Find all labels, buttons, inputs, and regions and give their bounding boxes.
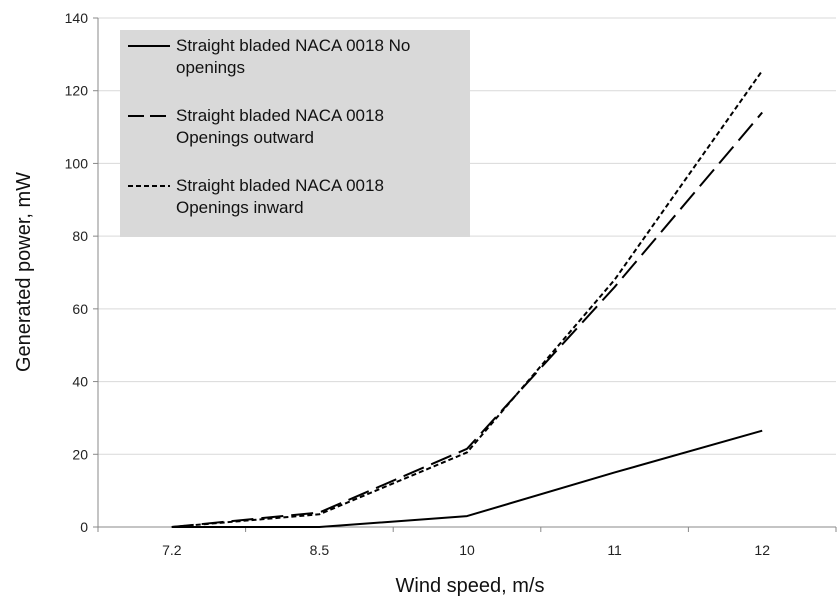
- legend-label: Straight bladed NACA 0018 Openings outwar…: [176, 106, 384, 147]
- legend-label: Straight bladed NACA 0018 No openings: [176, 36, 410, 77]
- x-tick-label: 8.5: [310, 542, 330, 558]
- y-tick-label: 20: [72, 446, 88, 462]
- x-tick-labels: 7.2 8.5 10 11 12: [162, 542, 770, 558]
- y-tick-label: 0: [80, 519, 88, 535]
- legend: Straight bladed NACA 0018 No openings Stra…: [120, 30, 470, 237]
- series-line-3: [171, 70, 764, 528]
- legend-label: Straight bladed NACA 0018 Openings inward: [176, 176, 384, 217]
- y-tick-label: 80: [72, 228, 88, 244]
- y-tick-label: 40: [72, 374, 88, 390]
- legend-background: [120, 30, 470, 237]
- x-axis-title: Wind speed, m/s: [396, 575, 545, 597]
- y-tick-label: 140: [65, 10, 89, 26]
- x-tick-label: 11: [607, 542, 622, 558]
- y-tick-label: 60: [72, 301, 88, 317]
- series-line-1: [171, 429, 763, 528]
- y-tick-labels: 0 20 40 60 80 100 120 140: [65, 10, 89, 535]
- x-tick-label: 7.2: [162, 542, 182, 558]
- x-tick-label: 10: [459, 542, 475, 558]
- series-line-2: [171, 111, 763, 528]
- y-axis-title: Generated power, mW: [13, 172, 35, 372]
- x-tick-label: 12: [754, 542, 770, 558]
- series-lines: [171, 70, 764, 528]
- y-tick-label: 100: [65, 155, 89, 171]
- y-tick-label: 120: [65, 83, 89, 99]
